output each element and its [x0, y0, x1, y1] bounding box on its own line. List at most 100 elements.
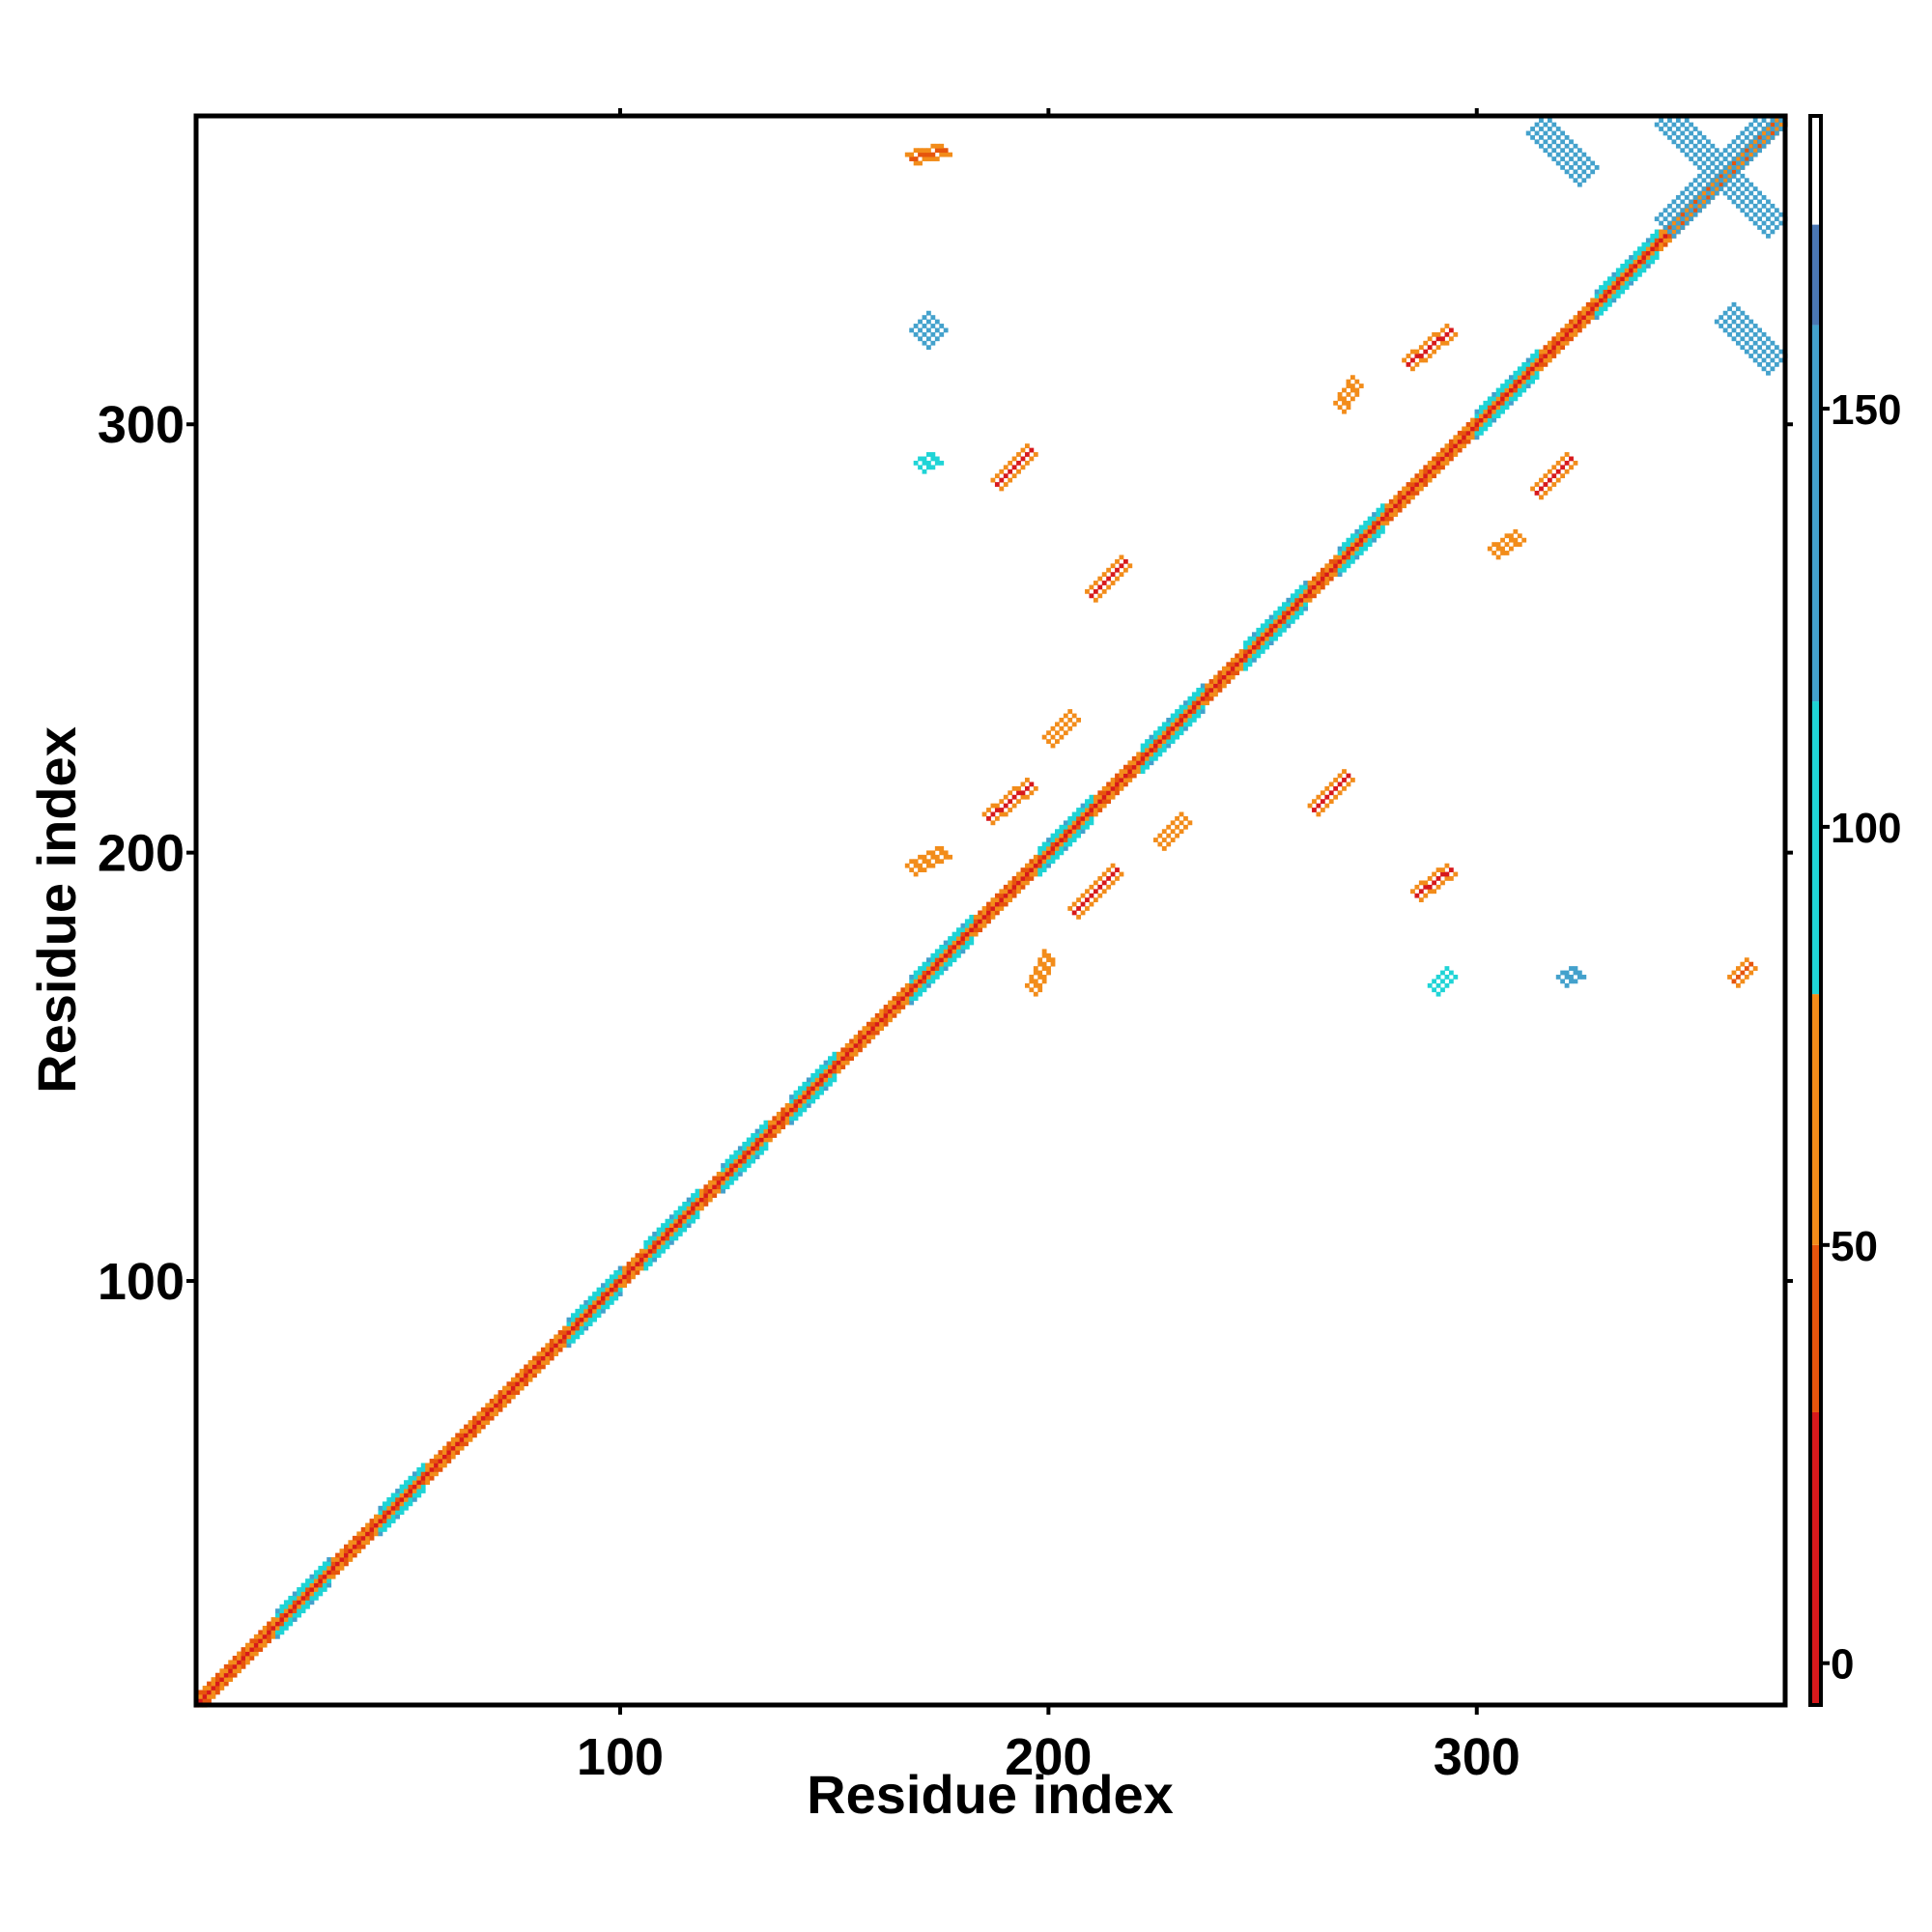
contact-cell [1752, 324, 1758, 328]
contact-cell [1752, 127, 1758, 131]
diagonal-cell [999, 889, 1005, 895]
contact-cell [922, 315, 927, 321]
diagonal-cell [497, 1398, 503, 1404]
contact-cell [918, 319, 923, 325]
contact-cell [1560, 456, 1566, 462]
diagonal-cell [382, 1519, 387, 1523]
diagonal-cell [360, 1535, 366, 1541]
contact-cell [1024, 452, 1030, 457]
diagonal-cell [1740, 160, 1746, 166]
contact-cell [1350, 396, 1355, 402]
diagonal-cell [913, 970, 919, 976]
diagonal-cell [759, 1128, 764, 1134]
diagonal-cell [1435, 465, 1441, 470]
diagonal-cell [759, 1146, 764, 1151]
diagonal-cell [592, 1313, 597, 1319]
contact-cell [1573, 966, 1578, 971]
diagonal-cell [592, 1295, 597, 1301]
contact-cell [1662, 122, 1668, 128]
diagonal-cell [1410, 477, 1415, 483]
diagonal-cell [1008, 897, 1013, 903]
diagonal-cell [1500, 400, 1505, 406]
diagonal-cell [1641, 263, 1647, 269]
diagonal-cell [810, 1086, 816, 1092]
contact-cell [1731, 199, 1737, 205]
diagonal-cell [1089, 794, 1094, 800]
diagonal-cell [978, 919, 983, 924]
diagonal-cell [999, 897, 1005, 903]
diagonal-cell [1080, 829, 1086, 835]
diagonal-cell [930, 970, 936, 976]
diagonal-cell [1298, 588, 1304, 594]
diagonal-cell [579, 1304, 584, 1310]
diagonal-cell [1606, 276, 1612, 282]
diagonal-cell [1393, 498, 1399, 504]
contact-cell [1513, 542, 1519, 548]
diagonal-cell [244, 1647, 250, 1652]
diagonal-cell [605, 1304, 611, 1310]
diagonal-cell [1080, 824, 1086, 830]
contact-cell [1697, 190, 1702, 196]
diagonal-cell [1037, 871, 1043, 877]
diagonal-cell [1354, 528, 1360, 534]
diagonal-cell [1581, 319, 1587, 325]
contact-cell [1076, 717, 1082, 723]
diagonal-cell [382, 1505, 387, 1511]
diagonal-cell [1277, 632, 1283, 638]
contact-cell [939, 331, 945, 337]
diagonal-cell [751, 1137, 756, 1143]
diagonal-cell [1303, 588, 1309, 594]
contact-cell [1427, 336, 1433, 342]
contact-cell [1410, 366, 1415, 372]
diagonal-cell [1757, 134, 1763, 140]
diagonal-cell [635, 1262, 640, 1266]
diagonal-cell [895, 996, 901, 1002]
contact-cell [1444, 340, 1450, 346]
diagonal-cell [232, 1672, 238, 1678]
diagonal-cell [1680, 220, 1686, 226]
contact-cell [1097, 876, 1103, 881]
diagonal-cell [661, 1232, 666, 1236]
diagonal-cell [1435, 456, 1441, 462]
diagonal-cell [570, 1334, 576, 1340]
diagonal-cell [1692, 208, 1698, 213]
contact-cell [1543, 473, 1548, 479]
contact-cell [1050, 743, 1056, 749]
diagonal-cell [1140, 755, 1146, 761]
diagonal-cell [1573, 324, 1578, 328]
diagonal-cell [1770, 130, 1776, 136]
contact-cell [1689, 156, 1694, 161]
diagonal-cell [1606, 301, 1612, 307]
diagonal-cell [698, 1188, 704, 1194]
diagonal-cell [643, 1265, 649, 1271]
diagonal-cell [485, 1411, 491, 1417]
diagonal-cell [742, 1154, 748, 1160]
diagonal-cell [1157, 734, 1163, 740]
diagonal-cell [1534, 349, 1540, 355]
diagonal-cell [1594, 298, 1600, 303]
diagonal-cell [536, 1364, 542, 1370]
contact-cell [1689, 122, 1694, 128]
contact-cell [1414, 884, 1420, 890]
contact-cell [1444, 876, 1450, 881]
diagonal-cell [497, 1394, 503, 1400]
contact-cell [1175, 815, 1179, 821]
diagonal-cell [643, 1248, 649, 1254]
diagonal-cell [952, 931, 957, 937]
diagonal-cell [737, 1158, 743, 1164]
diagonal-cell [806, 1086, 811, 1092]
contact-cell [1539, 477, 1544, 483]
diagonal-cell [1286, 606, 1292, 611]
diagonal-cell [1089, 803, 1094, 809]
diagonal-cell [1110, 794, 1116, 800]
diagonal-cell [446, 1441, 452, 1447]
contact-cell [1453, 871, 1459, 877]
contact-cell [1041, 975, 1047, 980]
diagonal-cell [853, 1047, 859, 1053]
contact-cell [1752, 186, 1758, 191]
diagonal-cell [1217, 683, 1223, 689]
diagonal-cell [939, 961, 945, 967]
diagonal-cell [1585, 301, 1591, 307]
diagonal-cell [656, 1253, 662, 1259]
diagonal-cell [1217, 679, 1223, 684]
